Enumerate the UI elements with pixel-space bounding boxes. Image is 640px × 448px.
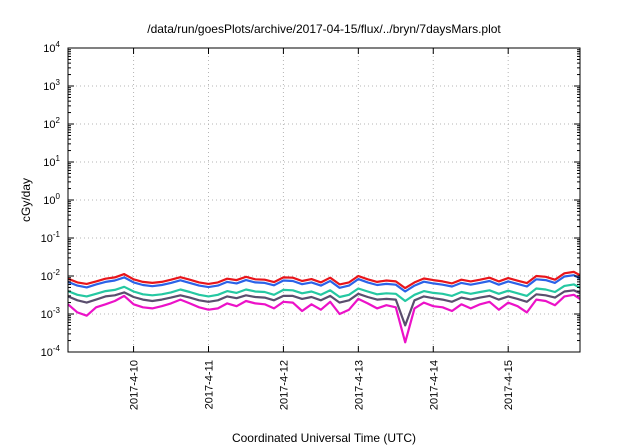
y-tick-label: 100 — [43, 192, 60, 207]
x-tick-label: 2017-4-15 — [503, 360, 515, 410]
series-line-1 — [67, 270, 581, 290]
x-tick-label: 2017-4-13 — [353, 360, 365, 410]
chart-title: /data/run/goesPlots/archive/2017-04-15/f… — [147, 22, 501, 36]
x-tick-label: 2017-4-10 — [129, 360, 141, 410]
x-tick-label: 2017-4-11 — [203, 360, 215, 409]
y-tick-label: 10-4 — [41, 344, 61, 359]
series-line-2 — [67, 274, 581, 293]
series-group — [67, 270, 581, 344]
x-axis-ticks: 2017-4-10 2017-4-11 2017-4-12 2017-4-13 2017… — [129, 48, 515, 410]
x-axis-label: Coordinated Universal Time (UTC) — [232, 431, 416, 445]
y-tick-label: 10-2 — [41, 268, 61, 283]
y-tick-label: 10-1 — [41, 230, 61, 245]
y-tick-label: 103 — [43, 78, 60, 93]
y-axis-label: cGy/day — [19, 178, 33, 222]
x-tick-label: 2017-4-12 — [278, 360, 290, 410]
y-tick-label: 10-3 — [41, 306, 61, 321]
grid-lines — [68, 48, 580, 352]
series-line-3 — [67, 283, 581, 303]
series-line-5 — [67, 293, 581, 344]
series-line-4 — [67, 289, 581, 327]
y-tick-label: 102 — [43, 116, 60, 131]
y-axis-ticks: 104 103 102 101 100 10-1 10-2 10-3 10-4 — [41, 40, 580, 359]
x-tick-label: 2017-4-14 — [428, 360, 440, 410]
y-tick-label: 104 — [43, 40, 60, 55]
y-tick-label: 101 — [43, 154, 60, 169]
